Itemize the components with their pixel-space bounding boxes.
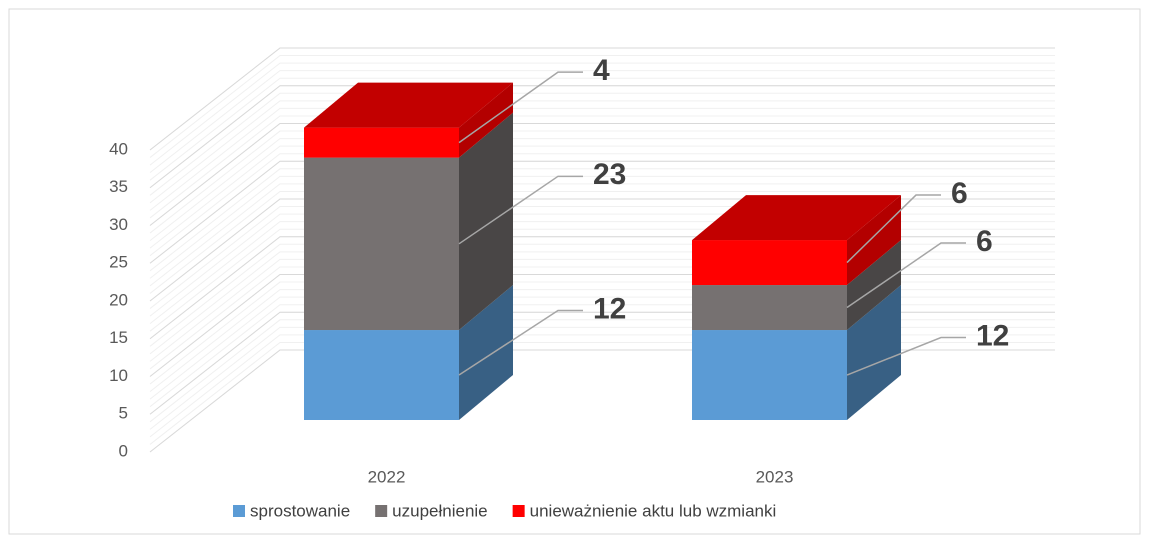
grid-line bbox=[149, 85, 1055, 189]
y-tick-label: 25 bbox=[109, 253, 128, 272]
y-tick-label: 20 bbox=[109, 290, 128, 309]
data-label: 12 bbox=[593, 292, 626, 325]
legend-swatch bbox=[512, 505, 525, 517]
bar-side bbox=[459, 112, 513, 331]
minor-grid bbox=[149, 62, 1055, 166]
y-tick-label: 10 bbox=[109, 366, 128, 385]
bar-front bbox=[692, 330, 847, 420]
x-tick-label: 2022 bbox=[368, 467, 406, 486]
grid-line bbox=[149, 160, 1055, 264]
data-label: 6 bbox=[951, 177, 968, 210]
legend-label: sprostowanie bbox=[250, 501, 350, 520]
minor-grid bbox=[149, 175, 1055, 279]
bar-side bbox=[847, 285, 901, 420]
legend-swatch bbox=[375, 505, 388, 517]
bar-side bbox=[459, 82, 513, 158]
minor-grid bbox=[149, 92, 1055, 196]
legend-label: unieważnienie aktu lub wzmianki bbox=[530, 501, 777, 520]
y-tick-label: 30 bbox=[109, 215, 128, 234]
legend-swatch bbox=[233, 505, 245, 517]
data-label: 6 bbox=[976, 225, 993, 258]
data-label: 12 bbox=[976, 319, 1009, 352]
minor-grid bbox=[149, 115, 1055, 219]
x-tick-label: 2023 bbox=[756, 467, 794, 486]
minor-grid bbox=[149, 138, 1055, 241]
bar-front bbox=[304, 127, 459, 158]
y-tick-label: 0 bbox=[119, 441, 128, 460]
data-label: 4 bbox=[593, 54, 610, 87]
y-tick-label: 5 bbox=[119, 404, 128, 423]
legend-label: uzupełnienie bbox=[392, 501, 487, 520]
bar-front bbox=[692, 285, 847, 331]
leader-line bbox=[846, 242, 966, 309]
minor-grid bbox=[149, 190, 1055, 294]
grid-line bbox=[149, 47, 1055, 151]
bar-front bbox=[304, 157, 459, 331]
bar-top bbox=[692, 195, 901, 241]
minor-grid bbox=[149, 130, 1055, 234]
minor-grid bbox=[149, 70, 1055, 174]
minor-grid bbox=[149, 77, 1055, 181]
grid-line bbox=[149, 123, 1055, 226]
minor-grid bbox=[149, 55, 1055, 158]
minor-grid bbox=[149, 107, 1055, 211]
y-tick-label: 35 bbox=[109, 177, 128, 196]
leader-line bbox=[458, 309, 583, 376]
bar-side bbox=[459, 285, 513, 420]
leader-line bbox=[846, 336, 966, 376]
bar-top bbox=[304, 82, 513, 128]
minor-grid bbox=[149, 153, 1055, 257]
bar-side bbox=[847, 195, 901, 286]
data-label: 23 bbox=[593, 158, 626, 191]
bar-front bbox=[304, 330, 459, 420]
y-tick-label: 15 bbox=[109, 328, 128, 347]
leader-line bbox=[458, 175, 583, 245]
leader-line bbox=[458, 71, 583, 144]
minor-grid bbox=[149, 168, 1055, 272]
leader-line bbox=[846, 194, 941, 264]
bar-side bbox=[847, 240, 901, 331]
bar-front bbox=[692, 240, 847, 286]
y-tick-label: 40 bbox=[109, 139, 128, 158]
minor-grid bbox=[149, 145, 1055, 249]
minor-grid bbox=[149, 100, 1055, 204]
minor-grid bbox=[149, 183, 1055, 287]
